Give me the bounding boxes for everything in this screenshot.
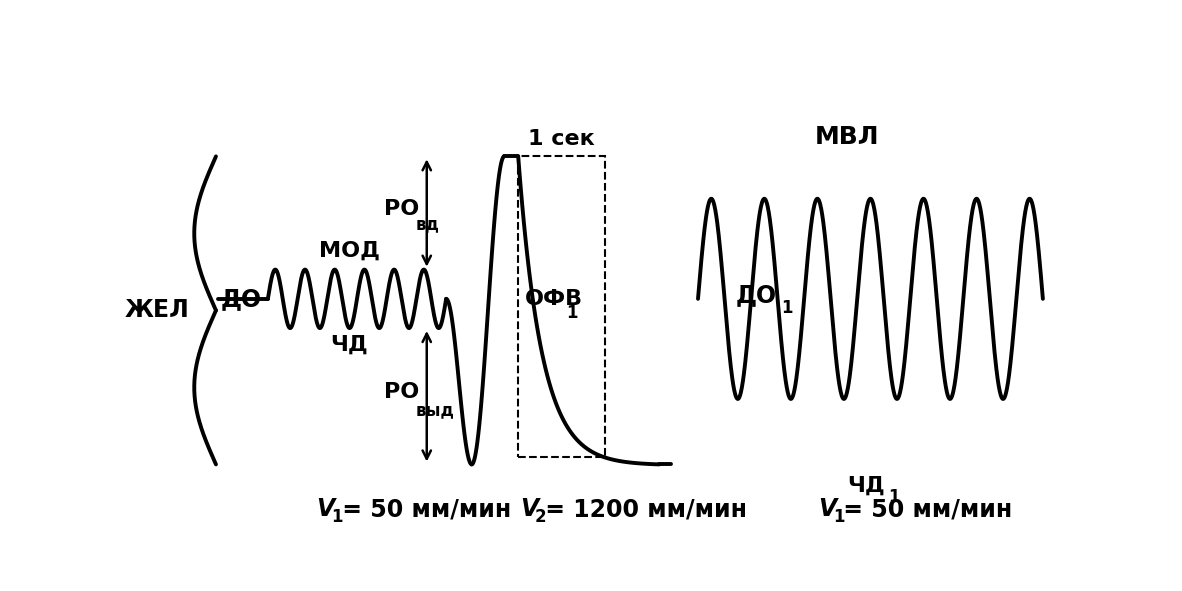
Bar [518,157,605,457]
Text: МОД: МОД [319,241,379,261]
Text: V: V [317,497,335,521]
Text: V: V [818,497,837,521]
Text: ДО: ДО [220,287,261,311]
Text: = 1200 мм/мин: = 1200 мм/мин [537,497,747,521]
Text: вд: вд [416,215,440,233]
Text: = 50 мм/мин: = 50 мм/мин [333,497,511,521]
Text: 1: 1 [781,299,792,317]
Text: 1: 1 [566,304,578,322]
Text: = 50 мм/мин: = 50 мм/мин [836,497,1013,521]
Text: 1: 1 [888,488,900,506]
Text: 1: 1 [331,508,343,526]
Text: ЖЕЛ: ЖЕЛ [124,298,189,322]
Text: ОФВ: ОФВ [525,289,583,309]
Text: 1 сек: 1 сек [528,129,595,149]
Text: МВЛ: МВЛ [814,125,879,149]
Text: ЧД: ЧД [331,335,368,355]
Text: 2: 2 [534,508,546,526]
Text: V: V [520,497,538,521]
Text: РО: РО [384,199,420,219]
Text: ЧД: ЧД [847,476,885,496]
Text: ДО: ДО [735,283,777,307]
Text: 1: 1 [833,508,844,526]
Text: РО: РО [384,382,420,402]
Text: выд: выд [416,401,455,419]
